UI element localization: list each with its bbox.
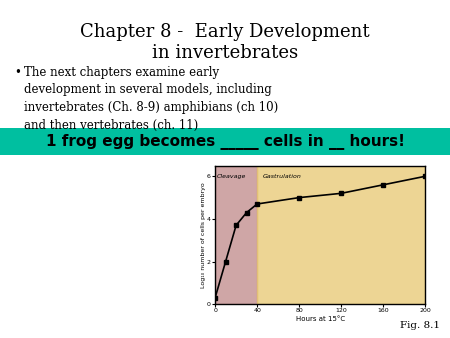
- Text: in invertebrates: in invertebrates: [152, 44, 298, 62]
- Bar: [0, 128, 450, 155]
- Text: The next chapters examine early
development in several models, including
inverte: The next chapters examine early developm…: [24, 66, 278, 131]
- Text: Fig. 8.1: Fig. 8.1: [400, 321, 440, 330]
- X-axis label: Hours at 15°C: Hours at 15°C: [296, 316, 345, 322]
- Bar: [257, 166, 425, 304]
- Y-axis label: Log₁₀ number of cells per embryo: Log₁₀ number of cells per embryo: [201, 182, 206, 288]
- Text: Gastrulation: Gastrulation: [262, 174, 301, 179]
- Text: •: •: [14, 66, 21, 79]
- Text: Cleavage: Cleavage: [217, 174, 247, 179]
- Bar: [215, 166, 257, 304]
- Text: 1 frog egg becomes _____ cells in __ hours!: 1 frog egg becomes _____ cells in __ hou…: [45, 134, 405, 149]
- Text: Chapter 8 -  Early Development: Chapter 8 - Early Development: [80, 23, 370, 41]
